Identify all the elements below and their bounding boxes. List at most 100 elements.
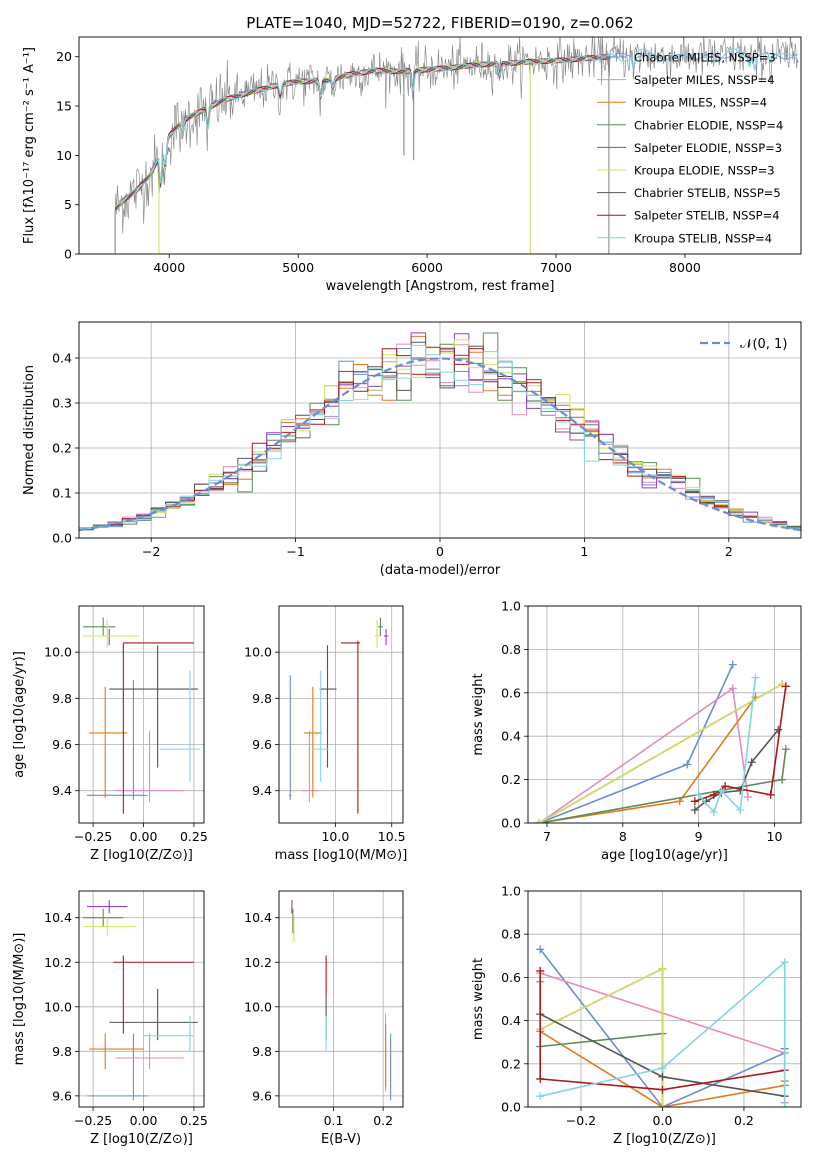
x-tick-label: 2 (725, 544, 733, 559)
x-axis-label: mass [log10(M/M⊙)] (275, 848, 408, 863)
mass-weight-marker (736, 805, 745, 814)
model-spectrum-line (114, 48, 799, 213)
panel-massweight-vs-age: 7 8 9 10 0.0 0.2 0.4 0.6 0.8 1.0 age [log10(age/yr… (471, 599, 802, 863)
x-tick-label: 9 (695, 829, 703, 844)
axes-frame (78, 36, 802, 255)
plot-area (83, 617, 200, 814)
x-tick-label: 8 (619, 829, 627, 844)
y-tick-label: 10.2 (244, 955, 272, 970)
observed-spectrum (114, 37, 799, 234)
panel-mass-vs-Z: −0.25 0.00 0.25 9.6 9.8 10.0 10.2 10.4 Z [log10(… (12, 890, 208, 1147)
x-axis-label: Z [log10(Z/Z⊙)] (90, 1132, 193, 1147)
x-axis-label: age [log10(age/yr)] (601, 848, 728, 863)
y-tick-label: 10.4 (44, 910, 72, 925)
x-tick-label: 0.00 (130, 1113, 158, 1128)
x-tick-label: 1 (580, 544, 588, 559)
y-tick-label: 9.8 (252, 1044, 272, 1059)
mass-weight-marker (709, 790, 718, 799)
mass-weight-line (540, 960, 786, 1107)
model-spectrum-line (114, 53, 611, 212)
y-tick-label: 10.2 (44, 955, 72, 970)
x-tick-label: 7 (543, 829, 551, 844)
mass-weight-line (539, 749, 787, 823)
y-tick-label: 0.4 (52, 351, 72, 366)
y-tick-label: 0.2 (501, 1056, 521, 1071)
mass-weight-marker (774, 725, 783, 734)
figure-title: PLATE=1040, MJD=52722, FIBERID=0190, z=0… (246, 14, 633, 32)
mass-weight-line (539, 664, 734, 823)
x-axis-label: Z [log10(Z/Z⊙)] (613, 1132, 716, 1147)
x-tick-label: −2 (142, 544, 160, 559)
mass-weight-marker (658, 964, 667, 973)
mass-weight-line (540, 1032, 663, 1048)
legend-label: Salpeter MILES, NSSP=4 (634, 73, 775, 87)
y-axis-label: mass weight (471, 958, 486, 1040)
plot-area (83, 899, 198, 1101)
mass-weight-marker (536, 1092, 545, 1101)
y-tick-label: 9.6 (252, 1088, 272, 1103)
mass-weight-marker (690, 805, 699, 814)
y-tick-label: 0.0 (501, 1100, 521, 1115)
x-tick-label: 7000 (540, 260, 572, 275)
y-tick-label: 1.0 (501, 599, 521, 614)
y-tick-label: 0.2 (52, 441, 72, 456)
axes-frame (527, 605, 802, 824)
normal-reference-curve (79, 357, 801, 532)
mass-weight-marker (535, 819, 544, 823)
mass-weight-marker (658, 1072, 667, 1081)
x-tick-label: 0.1 (324, 1113, 344, 1128)
axes-frame (78, 890, 205, 1108)
mass-weight-marker (751, 673, 760, 682)
y-axis-label: age [log10(age/yr)] (12, 651, 27, 778)
x-tick-label: 4000 (153, 260, 185, 275)
y-tick-label: 9.8 (252, 691, 272, 706)
legend-label: Salpeter ELODIE, NSSP=3 (634, 141, 782, 155)
x-axis-label: E(B-V) (321, 1132, 361, 1147)
y-axis-label: mass weight (471, 673, 486, 755)
y-tick-label: 10.0 (244, 999, 272, 1014)
plot-area (114, 37, 799, 254)
mass-weight-marker (658, 1064, 667, 1073)
mass-weight-marker (778, 775, 787, 784)
y-tick-label: 0.6 (501, 970, 521, 985)
x-tick-label: −0.2 (566, 1113, 596, 1128)
axes-frame (278, 890, 404, 1108)
mass-weight-marker (683, 760, 692, 769)
y-tick-label: 0.1 (52, 486, 72, 501)
x-tick-label: 0.00 (130, 829, 158, 844)
mass-weight-marker (709, 808, 718, 817)
y-tick-label: 20 (56, 49, 72, 64)
y-tick-label: 9.8 (52, 691, 72, 706)
axes-frame (278, 605, 404, 824)
y-tick-label: 0.0 (52, 531, 72, 546)
mass-weight-marker (781, 745, 790, 754)
plot-area (535, 660, 790, 823)
panel-mass-vs-EBV: 0.1 0.2 9.6 9.8 10.0 10.2 10.4 E(B-V) (244, 890, 404, 1147)
legend: 𝒩(0, 1) (700, 337, 787, 352)
mass-weight-marker (728, 660, 737, 669)
x-tick-label: −0.25 (74, 1113, 112, 1128)
panel-spectrum: Chabrier MILES, NSSP=3 Salpeter MILES, NS… (22, 36, 802, 294)
y-tick-label: 0.8 (501, 927, 521, 942)
x-tick-label: 8000 (669, 260, 701, 275)
model-spectrum-line (114, 55, 611, 211)
x-axis-label: wavelength [Angstrom, rest frame] (326, 279, 555, 294)
panel-residuals: 𝒩(0, 1) −2 −1 0 1 2 0.0 0.1 0.2 0.3 0.4 (data-model… (22, 321, 802, 578)
mass-weight-marker (747, 758, 756, 767)
residual-histogram (79, 344, 801, 530)
mass-weight-line (539, 970, 785, 1091)
y-tick-label: 15 (56, 99, 72, 114)
mass-weight-line (539, 967, 664, 1107)
x-tick-label: 0.25 (180, 829, 208, 844)
mass-weight-marker (690, 797, 699, 806)
y-tick-label: 5 (64, 197, 72, 212)
legend-label: Kroupa MILES, NSSP=4 (634, 96, 767, 110)
x-tick-label: 10.0 (321, 829, 349, 844)
x-axis-label: (data-model)/error (380, 563, 501, 578)
y-tick-label: 9.6 (52, 1088, 72, 1103)
plot-area (289, 617, 389, 814)
x-tick-label: 0.2 (734, 1113, 754, 1128)
mass-weight-marker (743, 792, 752, 801)
panel-age-vs-mass: 10.0 10.5 9.4 9.6 9.8 10.0 mass [log10(M/M⊙)] (244, 605, 408, 863)
y-tick-label: 0.0 (501, 816, 521, 831)
